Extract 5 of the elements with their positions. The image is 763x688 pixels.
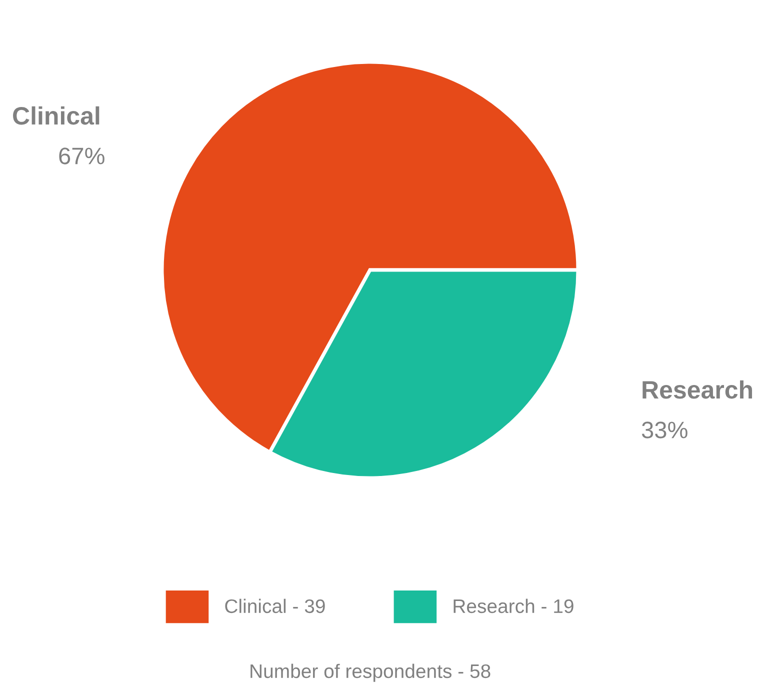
text: Number of respondents - 58 — [250, 664, 490, 682]
legend-label: Clinical - 39 — [225, 598, 325, 614]
legend-label: Research - 19 — [454, 598, 574, 614]
data-label: Clinical 67% — [13, 106, 104, 164]
data-label: Research 33% — [642, 380, 752, 438]
